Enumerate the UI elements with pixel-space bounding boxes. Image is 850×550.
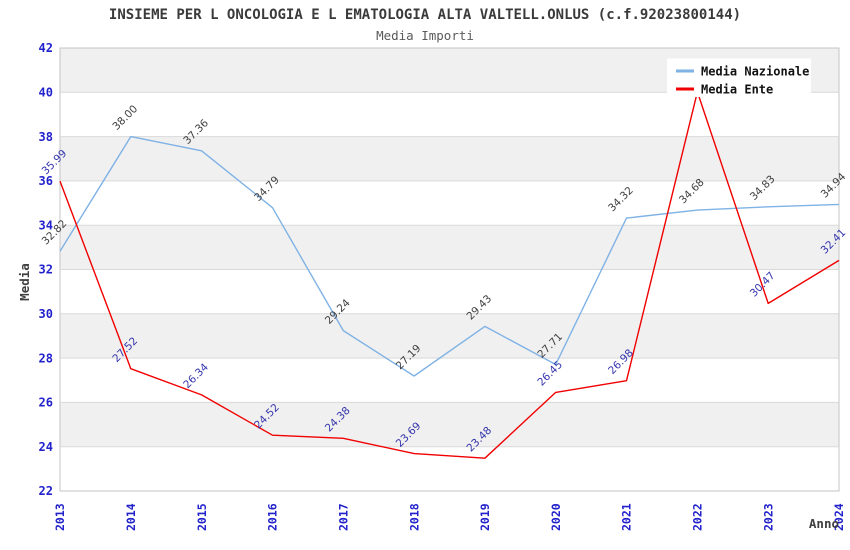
point-label: 34.32 <box>606 184 636 214</box>
y-tick-label: 42 <box>39 41 53 55</box>
chart-title: INSIEME PER L ONCOLOGIA E L EMATOLOGIA A… <box>109 7 741 23</box>
y-tick-label: 24 <box>39 440 53 454</box>
x-tick-label: 2016 <box>266 503 280 531</box>
y-tick-label: 38 <box>39 130 53 144</box>
x-tick-label: 2014 <box>124 503 138 531</box>
x-axis-title: Anno <box>809 516 839 531</box>
legend-box <box>667 58 811 97</box>
plot-band <box>60 136 839 181</box>
legend-label-media-ente: Media Ente <box>701 83 773 97</box>
point-label: 26.34 <box>181 361 211 391</box>
point-label: 26.45 <box>535 359 565 389</box>
series-line-media-nazionale <box>59 135 840 377</box>
y-tick-label: 30 <box>39 307 53 321</box>
y-tick-label: 32 <box>39 263 53 277</box>
x-tick-label: 2017 <box>337 503 351 531</box>
y-axis-title: Media <box>17 263 32 301</box>
x-tick-label: 2013 <box>53 503 67 531</box>
y-tick-label: 26 <box>39 396 53 410</box>
series-lines <box>59 91 840 459</box>
y-tick-label: 40 <box>39 86 53 100</box>
point-label: 38.00 <box>110 103 140 133</box>
x-tick-label: 2018 <box>407 503 421 531</box>
legend-label-media-nazionale: Media Nazionale <box>701 65 809 79</box>
chart-subtitle: Media Importi <box>376 28 474 43</box>
x-tick-label: 2020 <box>549 503 563 531</box>
y-tick-label: 34 <box>39 218 53 232</box>
x-axis-tick-labels: 2013 2014 2015 2016 2017 2018 2019 2020 2021 2022… <box>53 503 846 531</box>
y-tick-label: 36 <box>39 174 53 188</box>
x-tick-label: 2024 <box>832 503 846 531</box>
x-tick-label: 2015 <box>195 503 209 531</box>
y-tick-label: 22 <box>39 484 53 498</box>
x-tick-label: 2022 <box>691 503 705 531</box>
y-tick-label: 28 <box>39 351 53 365</box>
series-line-media-ente <box>59 91 840 459</box>
legend: Media Nazionale Media Ente <box>667 58 811 97</box>
x-tick-label: 2021 <box>620 503 634 531</box>
x-tick-label: 2019 <box>478 503 492 531</box>
x-tick-label: 2023 <box>761 503 775 531</box>
plot-band <box>60 402 839 447</box>
y-axis-tick-labels: 22 24 26 28 30 32 34 36 38 40 42 <box>39 41 53 498</box>
plot-band <box>60 225 839 270</box>
gridlines <box>60 91 839 448</box>
plot-bands <box>60 48 839 447</box>
point-label: 30.47 <box>748 270 778 300</box>
